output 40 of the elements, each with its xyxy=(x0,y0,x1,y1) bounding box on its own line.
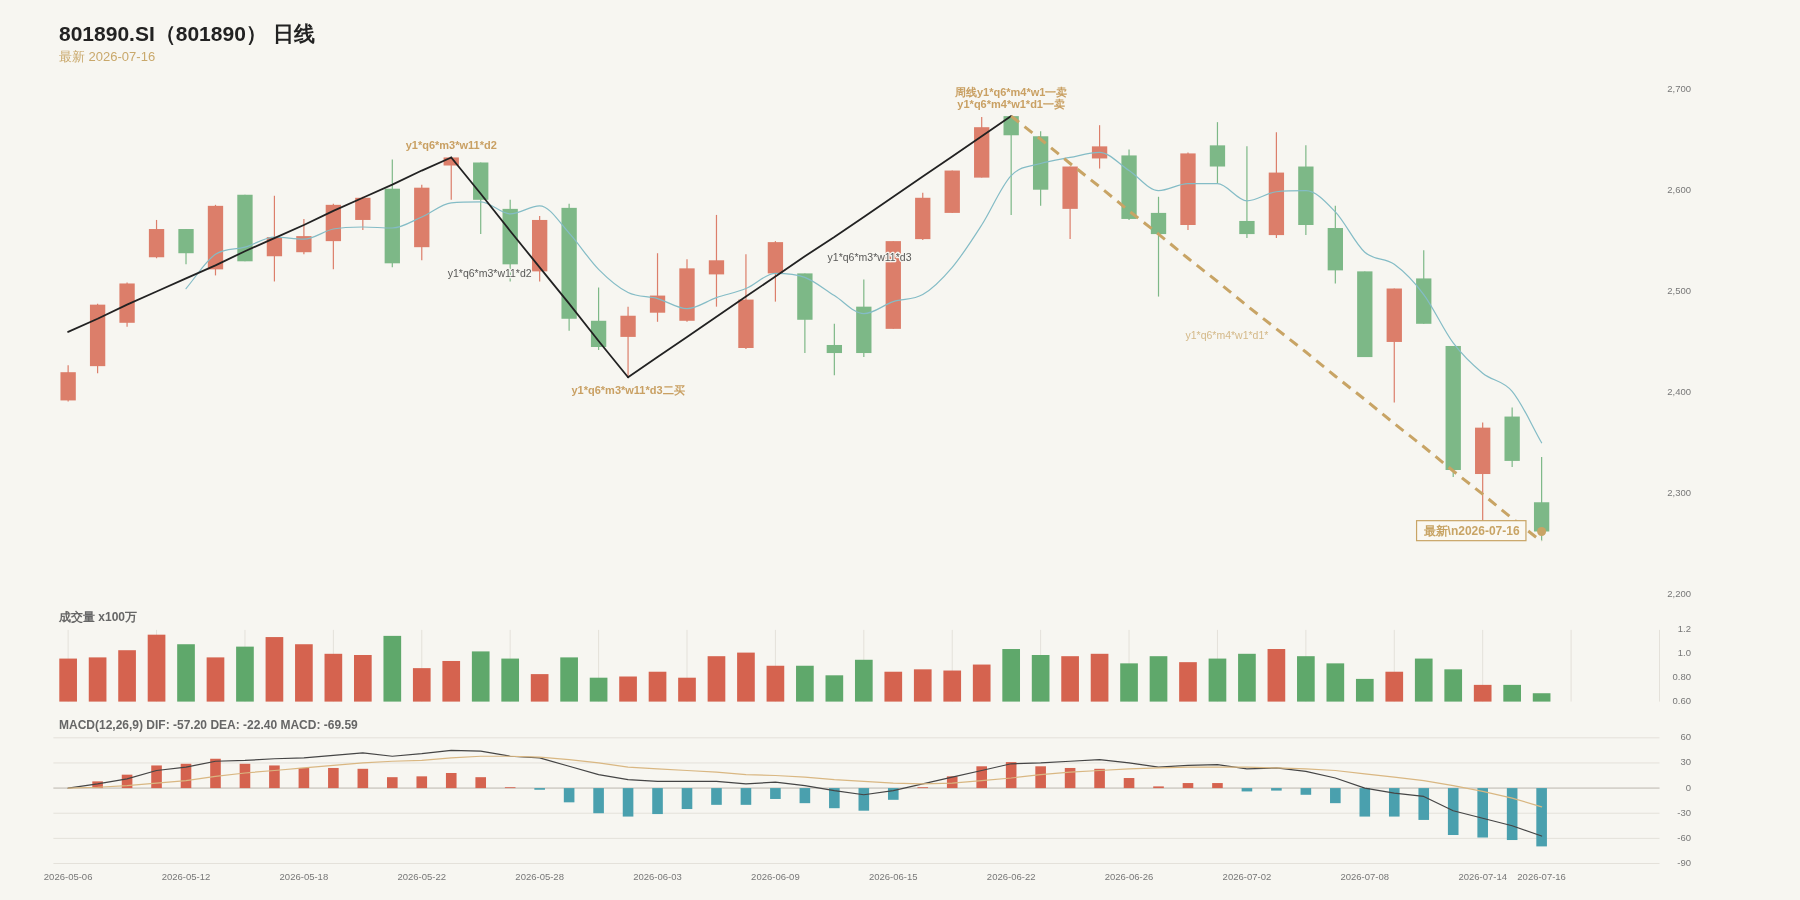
y-tick-label: -90 xyxy=(1677,857,1691,869)
data-label: y1*q6*m3*w11*d2 xyxy=(405,139,497,152)
data-label: 最新\n2026-07-16 xyxy=(1422,523,1520,538)
x-tick-label: 2026-06-03 xyxy=(633,870,682,882)
y-tick-label: 2,700 xyxy=(1667,83,1691,95)
y-tick-label: 0.80 xyxy=(1672,671,1691,683)
value-label: 最新\n2026-07-16 xyxy=(1415,520,1527,542)
x-tick-label: 2026-05-06 xyxy=(43,870,93,882)
y-tick-label: 2,200 xyxy=(1667,587,1691,599)
x-tick-label: 2026-06-15 xyxy=(868,870,918,882)
y-tick-label: -60 xyxy=(1677,831,1691,843)
series-label: y1*q6*m4*w1*d1* xyxy=(1185,328,1269,341)
x-tick-label: 2026-07-02 xyxy=(1222,870,1272,882)
chart-subtitle: 最新 2026-07-16 xyxy=(59,49,156,64)
y-tick-label: 2,400 xyxy=(1667,385,1691,397)
chart-title: 成交量 x100万 xyxy=(58,609,138,624)
y-tick-label: 60 xyxy=(1680,731,1691,743)
y-tick-label: 0.60 xyxy=(1672,695,1691,707)
x-tick-label: 2026-06-26 xyxy=(1104,870,1154,882)
y-tick-label: 1.2 xyxy=(1677,623,1691,635)
x-tick-label: 2026-07-14 xyxy=(1458,870,1507,882)
y-tick-label: 30 xyxy=(1680,756,1691,768)
x-tick-label: 2026-06-22 xyxy=(986,870,1036,882)
x-tick-label: 2026-05-28 xyxy=(515,870,564,882)
chart-title: 801890.SI（801890） 日线 xyxy=(59,22,315,45)
x-tick-label: 2026-06-09 xyxy=(751,870,800,882)
x-tick-label: 2026-05-12 xyxy=(161,870,211,882)
x-tick-label: 2026-05-22 xyxy=(397,870,447,882)
data-label: y1*q6*m3*w11*d3二买 xyxy=(571,384,685,397)
y-tick-label: -30 xyxy=(1677,806,1691,818)
data-label: 周线y1*q6*m4*w1一卖 y1*q6*m4*w1*d1一卖 xyxy=(953,85,1068,111)
x-tick-label: 2026-07-16 xyxy=(1517,870,1566,882)
y-tick-label: 2,500 xyxy=(1667,285,1691,297)
chart-title: MACD(12,26,9) DIF: -57.20 DEA: -22.40 MACD: -69.59 xyxy=(59,717,359,732)
y-tick-label: 1.0 xyxy=(1677,647,1691,659)
y-tick-label: 2,300 xyxy=(1667,486,1691,498)
x-tick-label: 2026-07-08 xyxy=(1340,870,1390,882)
y-tick-label: 0 xyxy=(1685,781,1691,793)
y-tick-label: 2,600 xyxy=(1667,184,1691,196)
x-tick-label: 2026-05-18 xyxy=(279,870,329,882)
